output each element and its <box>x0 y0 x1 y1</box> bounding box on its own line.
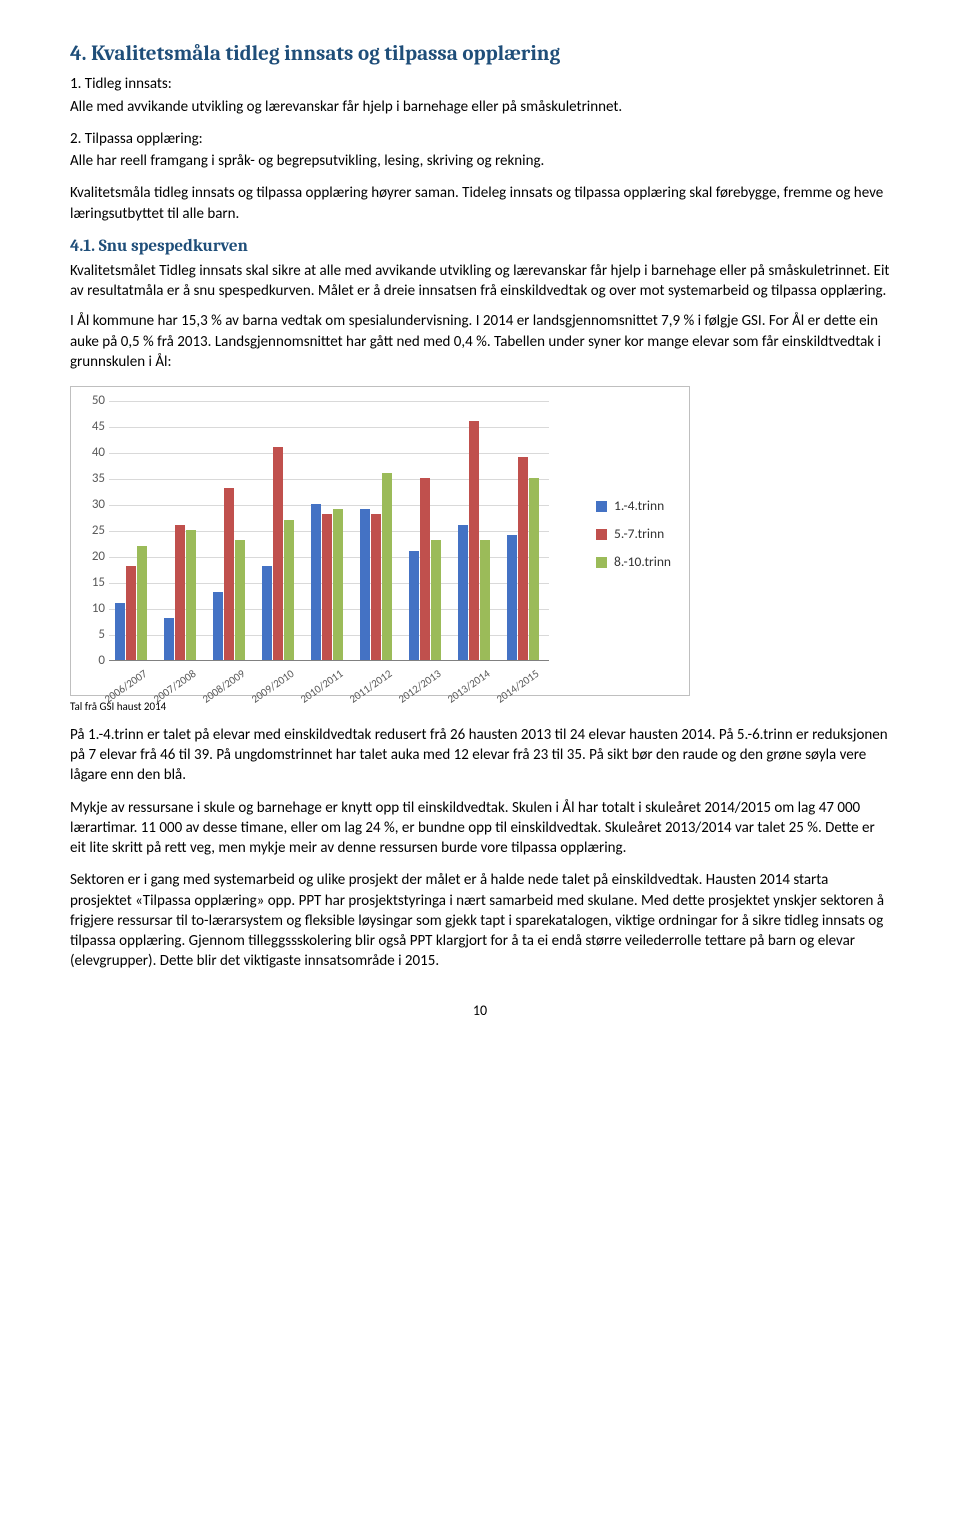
legend-label: 8.-10.trinn <box>614 553 671 571</box>
y-axis-label: 45 <box>79 418 105 436</box>
para-al: I Ål kommune har 15,3 % av barna vedtak … <box>70 311 890 372</box>
y-axis-label: 15 <box>79 574 105 592</box>
chart-bar <box>273 447 283 660</box>
legend-swatch <box>596 557 607 568</box>
chart-bar <box>480 540 490 660</box>
chart-bar <box>126 566 136 660</box>
page-number: 10 <box>70 1002 890 1021</box>
legend-label: 5.-7.trinn <box>614 525 664 543</box>
chart-bar <box>518 457 528 660</box>
legend-item: 5.-7.trinn <box>596 525 671 543</box>
chart-bar <box>469 421 479 660</box>
chart-bar <box>284 520 294 660</box>
y-axis-label: 10 <box>79 600 105 618</box>
chart-bar <box>262 566 272 660</box>
y-axis-label: 25 <box>79 522 105 540</box>
chart-bar <box>235 540 245 660</box>
chart-bar <box>224 488 234 660</box>
chart-bar <box>431 540 441 660</box>
y-axis-label: 5 <box>79 626 105 644</box>
y-axis-label: 0 <box>79 652 105 670</box>
chart-bar <box>529 478 539 660</box>
chart-bar <box>137 546 147 660</box>
list-item-1-intro: 1. Tidleg innsats: <box>70 74 890 94</box>
chart-bar <box>458 525 468 660</box>
chart-bar <box>322 514 332 660</box>
legend-swatch <box>596 501 607 512</box>
legend-label: 1.-4.trinn <box>614 497 664 515</box>
chart-bar <box>409 551 419 660</box>
chart-bar <box>175 525 185 660</box>
y-axis-label: 30 <box>79 496 105 514</box>
legend-item: 8.-10.trinn <box>596 553 671 571</box>
list-item-2-body: Alle har reell framgang i språk- og begr… <box>70 151 890 171</box>
list-item-1-body: Alle med avvikande utvikling og lærevans… <box>70 97 890 117</box>
y-axis-label: 20 <box>79 548 105 566</box>
legend-swatch <box>596 529 607 540</box>
main-heading: 4. Kvalitetsmåla tidleg innsats og tilpa… <box>70 40 890 68</box>
chart-bar <box>186 530 196 660</box>
chart-bar <box>420 478 430 660</box>
bar-chart: 05101520253035404550 2006/20072007/20082… <box>70 386 690 696</box>
chart-bar <box>164 618 174 660</box>
chart-bar <box>371 514 381 660</box>
para-after-2: Mykje av ressursane i skule og barnehage… <box>70 798 890 859</box>
chart-bar <box>507 535 517 660</box>
chart-bar <box>311 504 321 660</box>
chart-bar <box>360 509 370 660</box>
para-kvalitet: Kvalitetsmåla tidleg innsats og tilpassa… <box>70 183 890 224</box>
chart-bar <box>213 592 223 660</box>
chart-bar <box>333 509 343 660</box>
list-item-2-intro: 2. Tilpassa opplæring: <box>70 129 890 149</box>
para-after-3: Sektoren er i gang med systemarbeid og u… <box>70 870 890 971</box>
chart-bar <box>115 603 125 660</box>
para-snu: Kvalitetsmålet Tidleg innsats skal sikre… <box>70 261 890 302</box>
y-axis-label: 35 <box>79 470 105 488</box>
legend-item: 1.-4.trinn <box>596 497 671 515</box>
sub-heading: 4.1. Snu spespedkurven <box>70 236 890 259</box>
y-axis-label: 50 <box>79 392 105 410</box>
chart-bar <box>382 473 392 660</box>
para-after-1: På 1.-4.trinn er talet på elevar med ein… <box>70 725 890 786</box>
y-axis-label: 40 <box>79 444 105 462</box>
